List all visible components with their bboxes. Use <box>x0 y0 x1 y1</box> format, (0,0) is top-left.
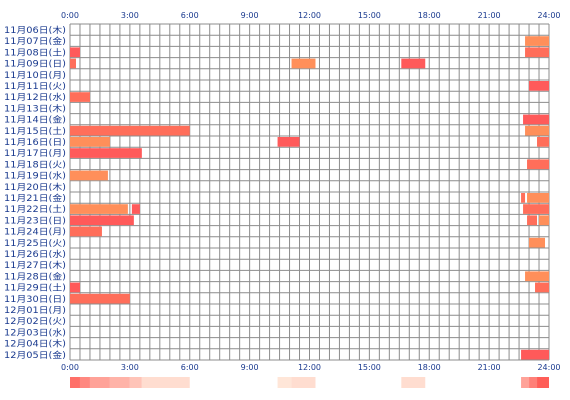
activity-bar <box>70 58 76 69</box>
date-label: 12月02日(火) <box>4 317 66 327</box>
date-label: 12月01日(月) <box>4 306 66 316</box>
density-segment <box>277 377 292 388</box>
density-segment <box>537 377 549 388</box>
activity-bar <box>277 137 300 147</box>
hour-tick-label: 3:00 <box>121 11 139 20</box>
date-label: 11月22日(土) <box>4 204 66 215</box>
date-label: 11月24日(月) <box>4 228 66 238</box>
activity-bar <box>131 204 140 214</box>
strip-tick-label: 15:00 <box>358 363 381 372</box>
activity-bar <box>70 282 80 293</box>
activity-bar <box>70 47 80 58</box>
date-label: 11月11日(火) <box>4 82 66 92</box>
hour-tick-label: 18:00 <box>418 11 441 20</box>
strip-tick-label: 3:00 <box>121 363 139 372</box>
activity-bar <box>535 282 549 293</box>
strip-tick-label: 21:00 <box>478 363 501 372</box>
activity-bar <box>539 215 549 226</box>
date-label: 11月10日(月) <box>4 71 66 81</box>
hour-tick-label: 9:00 <box>241 11 259 20</box>
activity-bar <box>291 58 316 69</box>
activity-bar <box>523 204 549 214</box>
activity-bar <box>70 226 102 237</box>
date-label: 12月05日(金) <box>4 350 66 361</box>
activity-bar <box>527 159 549 170</box>
date-label: 11月23日(日) <box>4 216 66 226</box>
date-label: 11月27日(木) <box>4 260 66 271</box>
date-label: 11月28日(金) <box>4 271 66 282</box>
activity-bar <box>70 170 108 181</box>
activity-bar <box>401 58 426 69</box>
date-label: 11月12日(水) <box>4 92 66 103</box>
chart-labels: 0:00 3:00 6:00 9:00 12:00 15:00 18:00 21:00 24:0… <box>4 11 561 372</box>
density-segment <box>291 377 316 388</box>
activity-bar <box>529 237 546 248</box>
activity-bar <box>70 137 110 147</box>
date-label: 11月09日(日) <box>4 60 66 70</box>
activity-bar <box>525 125 549 136</box>
density-segment <box>529 377 538 388</box>
date-label: 11月29日(土) <box>4 283 66 294</box>
activity-bar <box>70 204 128 214</box>
activity-bar <box>521 193 526 203</box>
activity-bar <box>525 271 549 282</box>
date-label: 11月15日(土) <box>4 126 66 137</box>
date-label: 11月25日(火) <box>4 239 66 249</box>
date-label: 11月14日(金) <box>4 115 66 126</box>
strip-tick-label: 0:00 <box>61 363 79 372</box>
activity-bar <box>527 215 538 226</box>
density-segment <box>401 377 426 388</box>
strip-tick-label: 9:00 <box>241 363 259 372</box>
hour-tick-label: 24:00 <box>537 11 560 20</box>
date-label: 11月26日(水) <box>4 249 66 260</box>
strip-tick-label: 12:00 <box>298 363 321 372</box>
strip-tick-label: 24:00 <box>537 363 560 372</box>
date-label: 11月16日(日) <box>4 138 66 148</box>
activity-bar <box>70 125 190 136</box>
hour-tick-label: 0:00 <box>61 11 79 20</box>
hour-tick-label: 15:00 <box>358 11 381 20</box>
date-label: 11月13日(木) <box>4 103 66 114</box>
date-label: 11月21日(金) <box>4 193 66 204</box>
chart-grid <box>69 23 550 361</box>
activity-bar <box>523 114 549 125</box>
hour-tick-label: 21:00 <box>478 11 501 20</box>
density-segment <box>79 377 90 388</box>
date-label: 11月20日(木) <box>4 182 66 193</box>
density-segment <box>129 377 142 388</box>
activity-bar <box>529 81 549 91</box>
strip-tick-label: 18:00 <box>418 363 441 372</box>
activity-bar <box>527 193 549 203</box>
activity-bar <box>70 148 142 158</box>
hour-tick-label: 6:00 <box>181 11 199 20</box>
density-segment <box>70 377 80 388</box>
date-label: 11月18日(火) <box>4 160 66 170</box>
activity-bars <box>70 36 549 360</box>
date-label: 11月08日(土) <box>4 47 66 58</box>
density-segment <box>89 377 110 388</box>
date-label: 12月04日(木) <box>4 339 66 350</box>
date-label: 11月06日(木) <box>4 25 66 36</box>
date-label: 12月03日(水) <box>4 327 66 338</box>
activity-bar <box>70 215 134 226</box>
activity-bar <box>521 349 549 360</box>
activity-bar <box>70 293 130 304</box>
density-segment <box>109 377 130 388</box>
activity-bar <box>525 36 549 46</box>
date-label: 11月07日(金) <box>4 36 66 47</box>
activity-bar <box>537 137 549 147</box>
activity-bar <box>70 92 90 102</box>
density-segment <box>521 377 530 388</box>
density-strip <box>70 377 549 388</box>
date-label: 11月17日(月) <box>4 149 66 159</box>
activity-bar <box>525 47 549 58</box>
strip-tick-label: 6:00 <box>181 363 199 372</box>
date-label: 11月30日(日) <box>4 295 66 305</box>
date-label: 11月19日(水) <box>4 171 66 182</box>
density-segment <box>141 377 190 388</box>
hour-tick-label: 12:00 <box>298 11 321 20</box>
